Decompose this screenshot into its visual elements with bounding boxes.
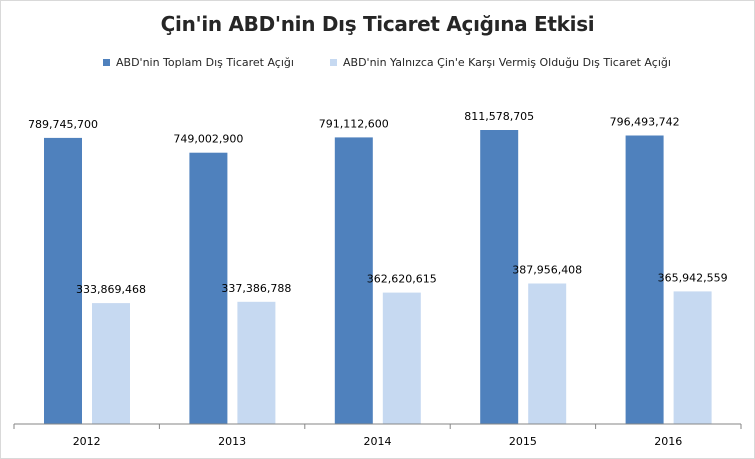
x-tick-label-2012: 2012 [73, 435, 101, 448]
data-label-total-2014: 791,112,600 [319, 117, 389, 130]
data-label-total-2015: 811,578,705 [464, 110, 534, 123]
bar-total-2012 [44, 137, 82, 424]
data-label-china-2016: 365,942,559 [658, 271, 728, 284]
bar-china-2013 [237, 301, 276, 424]
bar-total-2015 [480, 130, 519, 424]
bar-china-2014 [382, 292, 421, 424]
x-tick-label-2014: 2014 [364, 435, 392, 448]
legend-label-china: ABD'nin Yalnızca Çin'e Karşı Vermiş Oldu… [343, 56, 671, 69]
data-label-china-2015: 387,956,408 [512, 264, 582, 277]
bar-total-2013 [189, 152, 228, 424]
data-label-china-2014: 362,620,615 [367, 273, 437, 286]
data-label-total-2016: 796,493,742 [610, 116, 680, 129]
chart-legend: ABD'nin Toplam Dış Ticaret Açığı ABD'nin… [0, 56, 755, 72]
legend-swatch-total [103, 59, 110, 66]
legend-item-total: ABD'nin Toplam Dış Ticaret Açığı [103, 56, 294, 69]
bar-total-2014 [334, 137, 373, 424]
data-label-china-2013: 337,386,788 [221, 282, 291, 295]
bar-china-2016 [673, 291, 712, 424]
chart-title: Çin'in ABD'nin Dış Ticaret Açığına Etkis… [160, 12, 595, 36]
bar-china-2012 [92, 303, 130, 424]
legend-label-total: ABD'nin Toplam Dış Ticaret Açığı [116, 56, 294, 69]
x-tick-label-2015: 2015 [509, 435, 537, 448]
x-tick-label-2013: 2013 [218, 435, 246, 448]
data-label-total-2013: 749,002,900 [173, 133, 243, 146]
legend-item-china: ABD'nin Yalnızca Çin'e Karşı Vermiş Oldu… [330, 56, 671, 69]
data-label-china-2012: 333,869,468 [76, 283, 146, 296]
legend-swatch-china [330, 59, 337, 66]
bar-total-2016 [625, 135, 664, 424]
bar-china-2015 [528, 283, 567, 424]
data-label-total-2012: 789,745,700 [28, 118, 98, 131]
x-tick-label-2016: 2016 [654, 435, 682, 448]
